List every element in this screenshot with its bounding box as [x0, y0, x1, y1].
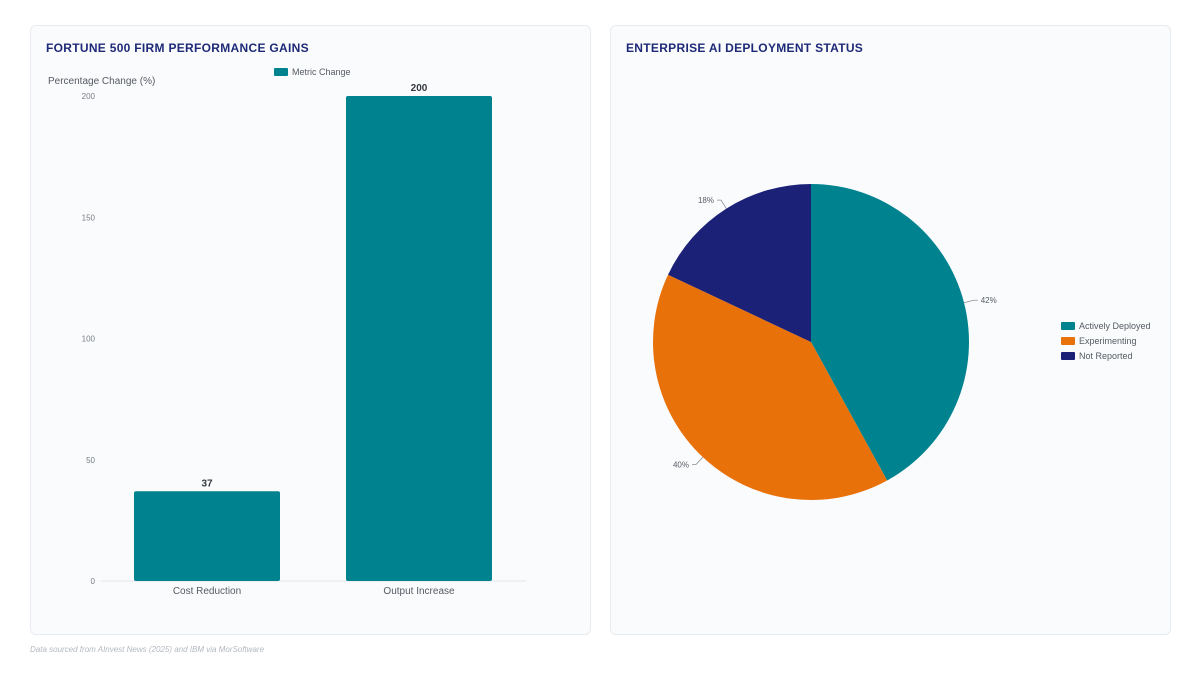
legend-swatch-not-reported — [1061, 352, 1075, 360]
y-tick-label: 150 — [82, 213, 96, 222]
pie-slice-not-reported — [668, 184, 811, 342]
pie-chart-panel: ENTERPRISE AI DEPLOYMENT STATUS 42% 40% 18… — [610, 25, 1171, 635]
legend-swatch-metric-change — [274, 68, 288, 76]
y-tick-label: 0 — [91, 577, 96, 586]
pie-slice-experimenting — [653, 274, 888, 500]
bar-chart-panel: FORTUNE 500 FIRM PERFORMANCE GAINS Metri… — [30, 25, 591, 635]
pie-percent-labels: 42% 40% 18% — [673, 196, 997, 469]
data-label-cost-reduction: 37 — [201, 478, 213, 489]
source-footnote: Data sourced from AInvest News (2025) an… — [30, 645, 265, 654]
pie-leader-line-actively-deployed — [963, 299, 978, 304]
pie-chart: 42% 40% 18% Actively Deployed Experimenting… — [653, 184, 1151, 500]
bar-chart-title: FORTUNE 500 FIRM PERFORMANCE GAINS — [46, 41, 309, 55]
legend-swatch-experimenting — [1061, 337, 1075, 345]
bar-output-increase — [346, 96, 492, 581]
y-axis-ticks: 0 50 100 150 200 — [82, 92, 96, 586]
data-label-output-increase: 200 — [411, 83, 428, 94]
pie-percent-label-experimenting: 40% — [673, 460, 689, 469]
legend-label-not-reported: Not Reported — [1079, 351, 1133, 361]
x-tick-label-cost-reduction: Cost Reduction — [173, 586, 241, 597]
x-tick-label-output-increase: Output Increase — [383, 586, 455, 597]
y-tick-label: 100 — [82, 335, 96, 344]
legend-swatch-actively-deployed — [1061, 322, 1075, 330]
y-axis-label: Percentage Change (%) — [48, 76, 155, 87]
y-tick-label: 50 — [86, 456, 95, 465]
bar-chart: Metric Change Percentage Change (%) 0 50 1… — [48, 67, 526, 597]
y-tick-label: 200 — [82, 92, 96, 101]
pie-leader-line-experimenting — [691, 456, 704, 465]
bar-marks: 37 Cost Reduction 200 Output Increase — [134, 83, 492, 597]
bar-cost-reduction — [134, 491, 280, 581]
legend-label-experimenting: Experimenting — [1079, 336, 1137, 346]
pie-percent-label-not-reported: 18% — [698, 196, 714, 205]
legend-label-metric-change: Metric Change — [292, 67, 351, 77]
pie-legend: Actively Deployed Experimenting Not Report… — [1061, 321, 1151, 361]
legend-label-actively-deployed: Actively Deployed — [1079, 321, 1151, 331]
pie-leader-line-not-reported — [716, 199, 727, 209]
pie-slices — [653, 184, 969, 500]
pie-percent-label-actively-deployed: 42% — [981, 296, 997, 305]
pie-slice-actively-deployed — [811, 184, 969, 481]
pie-chart-title: ENTERPRISE AI DEPLOYMENT STATUS — [626, 41, 864, 55]
